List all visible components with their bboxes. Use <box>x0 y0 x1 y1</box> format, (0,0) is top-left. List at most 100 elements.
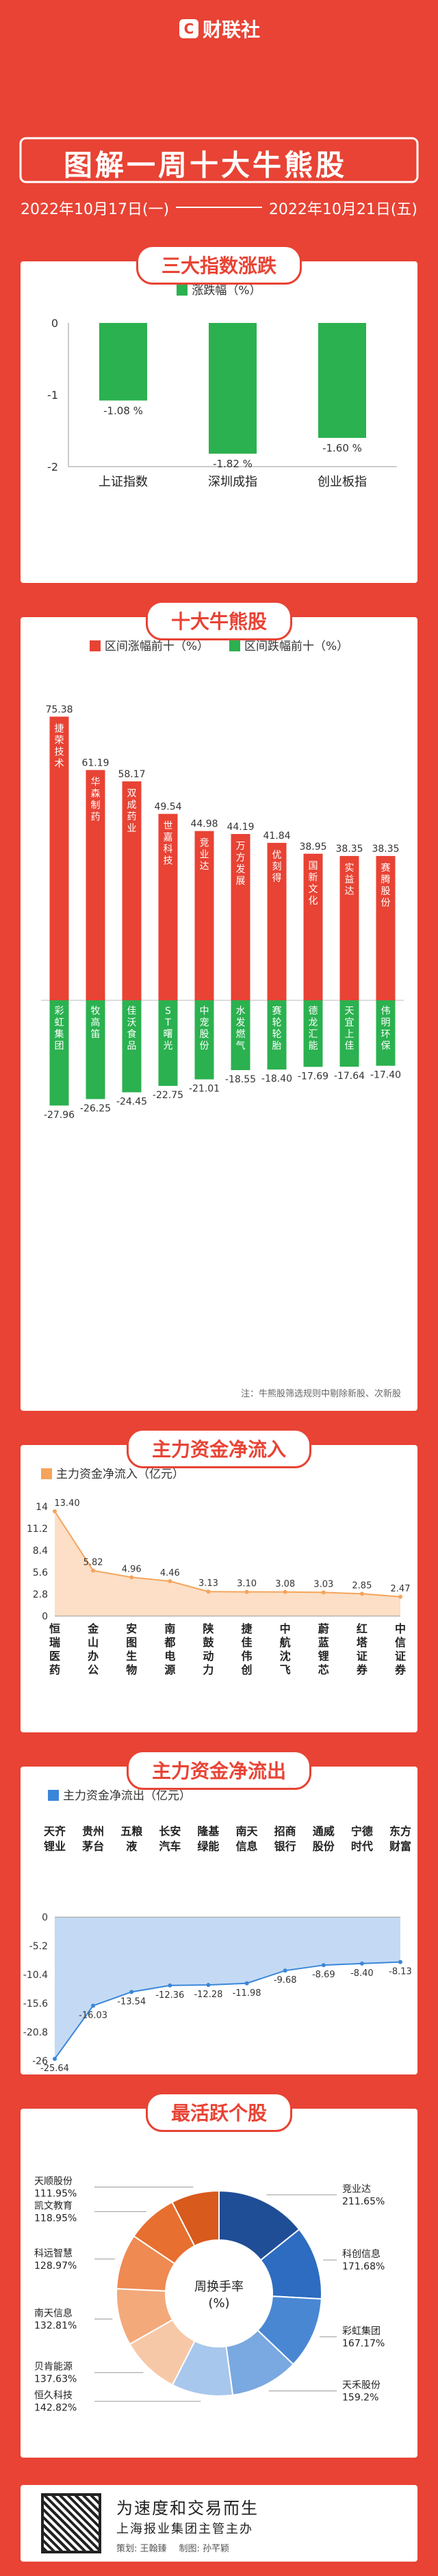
data-label: 38.95 <box>299 842 326 853</box>
bar-name-char: 发 <box>236 864 246 875</box>
bar-name-char: 龙 <box>309 1017 318 1028</box>
slice-name: 天禾股份 <box>342 2380 381 2391</box>
footer-sub: 上海报业集团主管主办 <box>116 2522 253 2536</box>
x-tick-char: 航 <box>280 1636 291 1649</box>
x-tick-char: 证 <box>395 1650 406 1663</box>
bar <box>339 1000 359 1067</box>
x-tick-label: 五粮 <box>120 1825 142 1838</box>
section-title-outflow: 主力资金净流出 <box>126 1750 312 1790</box>
x-tick-char: 证 <box>357 1650 368 1663</box>
footer: 为速度和交易而生 上海报业集团主管主办 策划: 王翰臻 制图: 孙芊颖 <box>21 2485 417 2562</box>
logo-text: 财联社 <box>203 18 261 41</box>
footer-slogan: 为速度和交易而生 <box>116 2499 259 2518</box>
bar-name-char: 沃 <box>127 1017 137 1028</box>
x-tick-label: 锂业 <box>44 1840 66 1853</box>
x-tick-char: 办 <box>88 1650 99 1663</box>
data-label: -11.98 <box>233 1988 261 1999</box>
area-fill <box>55 1511 400 1616</box>
bar-name-char: 燃 <box>236 1028 246 1040</box>
slice-value: 142.82% <box>34 2403 77 2414</box>
data-point <box>53 1509 57 1513</box>
x-tick-label: 创业板指 <box>318 475 367 489</box>
data-point <box>91 1568 96 1573</box>
data-label: 44.98 <box>190 819 218 830</box>
bar-name-char: 荣 <box>55 735 64 746</box>
x-tick-char: 信 <box>395 1636 406 1649</box>
bar-name-char: 方 <box>236 853 246 863</box>
bar-name-char: 嘉 <box>164 833 173 844</box>
y-tick-label: -20.8 <box>23 2027 48 2038</box>
x-tick-char: 券 <box>394 1663 407 1676</box>
bar-name-char: 牧 <box>91 1006 101 1017</box>
x-tick-char: 锂 <box>318 1650 329 1663</box>
bar-name-char: 药 <box>127 811 137 822</box>
data-label: -17.64 <box>334 1071 365 1082</box>
bar <box>194 831 214 1000</box>
bar-name-char: 药 <box>91 811 101 822</box>
bar-name-char: 成 <box>127 800 137 811</box>
legend-swatch <box>48 1790 59 1801</box>
data-point <box>321 1590 326 1595</box>
data-point <box>244 1589 249 1594</box>
x-tick-char: 安 <box>126 1622 137 1635</box>
x-tick-char: 医 <box>49 1650 60 1663</box>
outflow-legend: 主力资金净流出（亿元） <box>48 1786 191 1803</box>
bar <box>231 1000 250 1071</box>
section-title-index: 三大指数涨跌 <box>136 245 302 285</box>
x-tick-char: 陕 <box>203 1622 214 1635</box>
x-tick-char: 沈 <box>280 1650 291 1663</box>
data-point <box>283 1968 287 1973</box>
bullbear-legend: 区间涨幅前十（%） 区间跌幅前十（%） <box>21 636 417 653</box>
data-label: 61.19 <box>81 757 109 768</box>
bar-name-char: 宜 <box>345 1017 355 1028</box>
section-title-inflow: 主力资金净流入 <box>126 1429 312 1468</box>
legend-swatch <box>177 285 188 296</box>
data-label: 4.96 <box>122 1564 142 1574</box>
data-label: -22.75 <box>153 1090 183 1101</box>
y-tick-label: -5.2 <box>29 1941 48 1952</box>
data-label: -27.96 <box>44 1110 75 1121</box>
y-tick-label: -10.4 <box>23 1970 48 1981</box>
legend-swatch <box>89 640 101 651</box>
bar-name-char: 科 <box>164 844 173 855</box>
date-range: 2022年10月17日(一) 2022年10月21日(五) <box>21 197 417 219</box>
legend-label: 区间涨幅前十（%） <box>104 640 209 653</box>
data-point <box>168 1579 172 1584</box>
bar-name-char: 佳 <box>345 1041 355 1052</box>
x-tick-char: 券 <box>356 1663 368 1676</box>
slice-name: 科创信息 <box>342 2248 381 2260</box>
data-label: -8.69 <box>312 1970 335 1980</box>
data-point <box>359 1961 364 1966</box>
section-title-active: 最活跃个股 <box>145 2092 293 2132</box>
header: C 财联社 图解一周十大牛熊股 2022年10月17日(一) 2022年10月2… <box>0 0 438 219</box>
data-label: -16.03 <box>79 2010 107 2020</box>
bar <box>194 1000 214 1080</box>
bar-name-char: 文 <box>309 884 318 895</box>
y-tick-label: -1 <box>47 389 58 402</box>
data-label: -12.28 <box>194 1990 222 2000</box>
y-tick-label: 0 <box>42 1611 48 1622</box>
qr-code <box>41 2493 101 2553</box>
x-tick-char: 中 <box>280 1622 291 1635</box>
data-label: 49.54 <box>154 802 181 813</box>
data-label: -25.64 <box>40 2064 69 2074</box>
series-line <box>54 1511 401 1598</box>
bar-name-char: 水 <box>236 1006 246 1017</box>
slice-value: 132.81% <box>34 2320 77 2331</box>
bar-name-char: 腾 <box>381 874 391 885</box>
legend-label: 主力资金净流入（亿元） <box>56 1468 184 1481</box>
bar-name-char: 曙 <box>164 1029 173 1040</box>
legend-swatch <box>41 1468 52 1479</box>
bar <box>49 716 69 1000</box>
data-label: 75.38 <box>45 704 73 715</box>
bar-name-char: 实 <box>345 863 355 874</box>
slice-name: 贝肯能源 <box>34 2362 73 2373</box>
bar-name-char: 食 <box>127 1028 137 1040</box>
bar-name-char: 高 <box>91 1017 101 1028</box>
bar <box>49 1000 69 1106</box>
slice-value: 211.65% <box>342 2196 385 2207</box>
title-frame <box>19 137 419 183</box>
x-tick-char: 南 <box>164 1622 175 1635</box>
x-tick-char: 中 <box>395 1622 406 1635</box>
